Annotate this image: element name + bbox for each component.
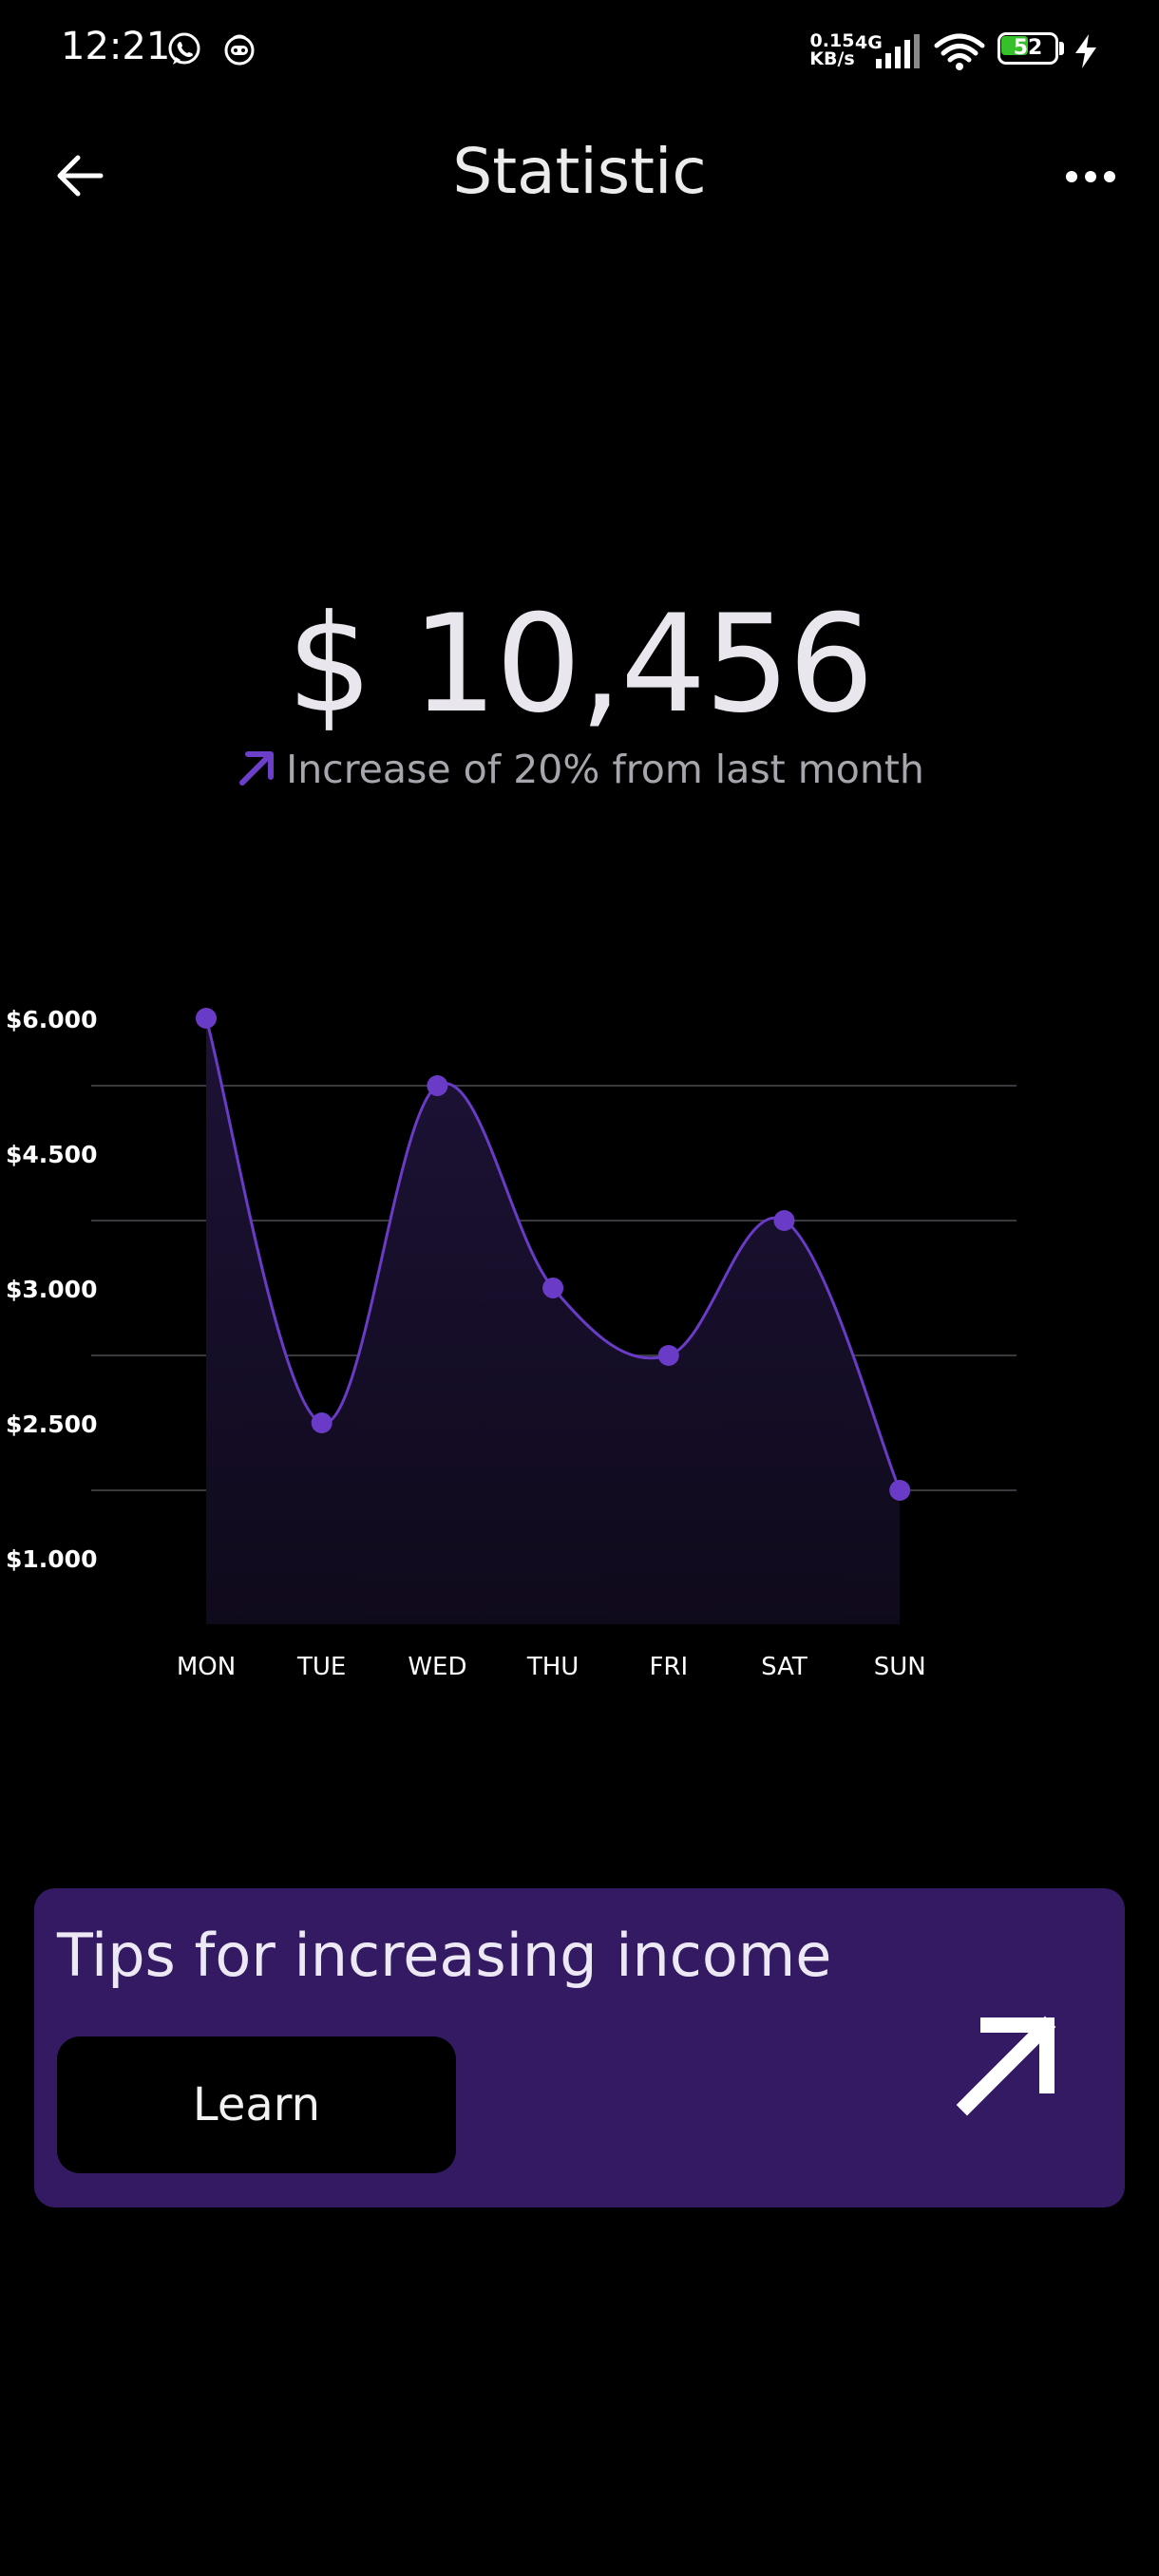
change-summary: Increase of 20% from last month — [0, 747, 1159, 792]
y-tick-label: $3.000 — [6, 1276, 97, 1303]
x-tick-label: SAT — [761, 1653, 808, 1681]
x-tick-label: THU — [526, 1653, 579, 1681]
wifi-icon — [934, 33, 985, 70]
charging-icon — [1075, 34, 1096, 68]
x-tick-label: FRI — [649, 1653, 688, 1681]
y-tick-label: $1.000 — [6, 1545, 97, 1573]
tips-open-button[interactable] — [927, 1983, 1089, 2145]
y-tick-label: $6.000 — [6, 1006, 97, 1033]
x-tick-label: MON — [177, 1653, 236, 1681]
x-axis-labels: MON TUE WED THU FRI SAT SUN — [177, 1653, 926, 1681]
network-type: 4G — [855, 32, 883, 53]
chart-points — [196, 1008, 911, 1501]
battery-fill — [1001, 36, 1028, 55]
tips-title: Tips for increasing income — [57, 1921, 832, 1990]
y-axis-labels: $6.000 $4.500 $3.000 $2.500 $1.000 — [6, 1006, 97, 1573]
data-point-sat — [773, 1210, 795, 1231]
back-button[interactable] — [48, 142, 114, 209]
battery-indicator: 52 — [998, 32, 1070, 68]
status-time: 12:21 — [61, 25, 171, 68]
network-speed: 0.15 KB/s — [809, 30, 855, 69]
whatsapp-icon — [168, 32, 200, 65]
data-point-fri — [657, 1345, 679, 1366]
x-tick-label: SUN — [874, 1653, 926, 1681]
more-menu-button[interactable] — [1062, 154, 1119, 199]
page-title: Statistic — [452, 135, 707, 208]
signal-icon — [876, 34, 920, 68]
change-text: Increase of 20% from last month — [286, 747, 924, 792]
data-point-mon — [196, 1008, 217, 1029]
battery-level: 52 — [1013, 36, 1043, 60]
chart-area — [206, 1018, 901, 1624]
status-bar: 12:21 0.15 KB/s 4G 52 — [0, 0, 1159, 104]
y-tick-label: $4.500 — [6, 1141, 97, 1168]
x-tick-label: TUE — [296, 1653, 346, 1681]
more-horizontal-icon — [1066, 171, 1115, 182]
data-point-thu — [542, 1278, 564, 1298]
data-point-wed — [427, 1075, 448, 1096]
arrow-left-icon — [57, 155, 104, 197]
x-tick-label: WED — [408, 1653, 466, 1681]
arrow-up-right-icon — [239, 751, 275, 786]
data-point-sun — [889, 1480, 911, 1501]
balance-amount: $ 10,456 — [286, 586, 874, 743]
bot-icon — [224, 34, 255, 66]
tips-card: Tips for increasing income Learn — [34, 1888, 1125, 2207]
y-tick-label: $2.500 — [6, 1411, 97, 1438]
arrow-up-right-icon — [956, 2016, 1056, 2116]
learn-button[interactable]: Learn — [57, 2036, 456, 2173]
data-point-tue — [311, 1412, 332, 1433]
income-chart: $6.000 $4.500 $3.000 $2.500 $1.000 MON TUE WED… — [6, 1006, 1016, 1681]
